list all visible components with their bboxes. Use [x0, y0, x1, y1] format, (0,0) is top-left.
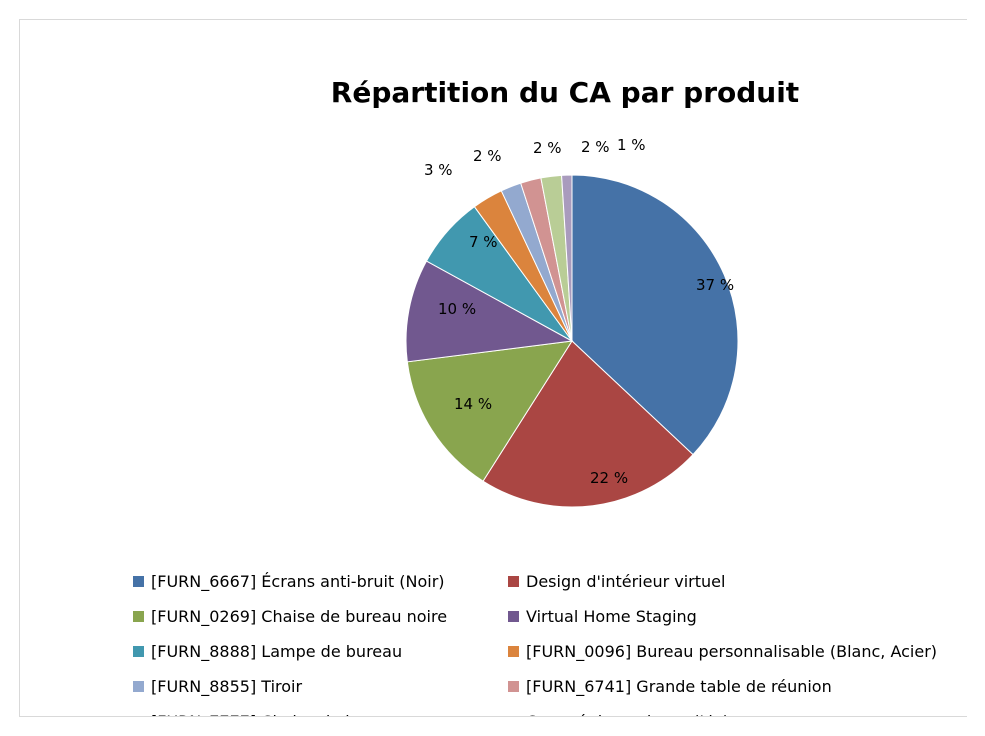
legend-label: Design d'intérieur virtuel [526, 572, 726, 591]
legend-swatch [133, 646, 144, 657]
legend-row: [FURN_7777] Chaise de bureau Canapé deux … [133, 704, 967, 717]
slice-label-7: 2 % [473, 147, 502, 165]
legend-row: [FURN_8888] Lampe de bureau [FURN_0096] B… [133, 634, 967, 669]
legend-row: [FURN_0269] Chaise de bureau noire Virtua… [133, 599, 967, 634]
slice-label-5: 7 % [469, 233, 498, 251]
pie-slice-10 [561, 174, 573, 342]
legend: [FURN_6667] Écrans anti-bruit (Noir) Desi… [133, 564, 967, 717]
legend-label: [FURN_0096] Bureau personnalisable (Blan… [526, 642, 938, 661]
legend-entry-1: [FURN_6667] Écrans anti-bruit (Noir) [133, 572, 508, 591]
slice-label-10: 1 % [617, 136, 646, 154]
chart-title: Répartition du CA par produit [330, 76, 800, 109]
legend-entry-3: [FURN_0269] Chaise de bureau noire [133, 607, 508, 626]
legend-swatch [133, 576, 144, 587]
legend-entry-4: Virtual Home Staging [508, 607, 697, 626]
legend-swatch [508, 611, 519, 622]
legend-label: [FURN_8888] Lampe de bureau [151, 642, 403, 661]
legend-swatch [133, 716, 144, 717]
legend-row: [FURN_6667] Écrans anti-bruit (Noir) Desi… [133, 564, 967, 599]
slice-label-2: 22 % [590, 469, 628, 487]
pie-slice-3 [406, 340, 573, 482]
legend-swatch [508, 646, 519, 657]
legend-swatch [133, 681, 144, 692]
legend-label: [FURN_6741] Grande table de réunion [526, 677, 832, 696]
slice-label-4: 10 % [438, 300, 476, 318]
legend-entry-10: Canapé deux places (Lin) [508, 712, 729, 717]
legend-entry-6: [FURN_0096] Bureau personnalisable (Blan… [508, 642, 937, 661]
slice-label-6: 3 % [424, 161, 453, 179]
pie-slice-4 [405, 260, 574, 363]
slice-label-8: 2 % [533, 139, 562, 157]
legend-swatch [508, 681, 519, 692]
legend-label: [FURN_0269] Chaise de bureau noire [151, 607, 448, 626]
legend-swatch [508, 576, 519, 587]
slice-label-1: 37 % [696, 276, 734, 294]
slice-label-3: 14 % [454, 395, 492, 413]
legend-label: [FURN_6667] Écrans anti-bruit (Noir) [151, 572, 445, 591]
legend-label: Canapé deux places (Lin) [526, 712, 729, 716]
legend-entry-5: [FURN_8888] Lampe de bureau [133, 642, 508, 661]
legend-label: [FURN_8855] Tiroir [151, 677, 303, 696]
pie-slice-1 [571, 174, 739, 456]
legend-entry-9: [FURN_7777] Chaise de bureau [133, 712, 508, 717]
legend-swatch [508, 716, 519, 717]
legend-row: [FURN_8855] Tiroir [FURN_6741] Grande tab… [133, 669, 967, 704]
legend-entry-2: Design d'intérieur virtuel [508, 572, 725, 591]
chart-frame: Répartition du CA par produit 37 % 22 % 14… [19, 19, 967, 717]
legend-label: Virtual Home Staging [526, 607, 697, 626]
slice-label-9: 2 % [581, 138, 610, 156]
pie-chart: 37 % 22 % 14 % 10 % 7 % 3 % 2 % 2 % 2 % 1 % [405, 136, 739, 508]
legend-entry-8: [FURN_6741] Grande table de réunion [508, 677, 832, 696]
legend-label: [FURN_7777] Chaise de bureau [151, 712, 402, 716]
legend-swatch [133, 611, 144, 622]
pie-slice-2 [482, 340, 694, 508]
legend-entry-7: [FURN_8855] Tiroir [133, 677, 508, 696]
